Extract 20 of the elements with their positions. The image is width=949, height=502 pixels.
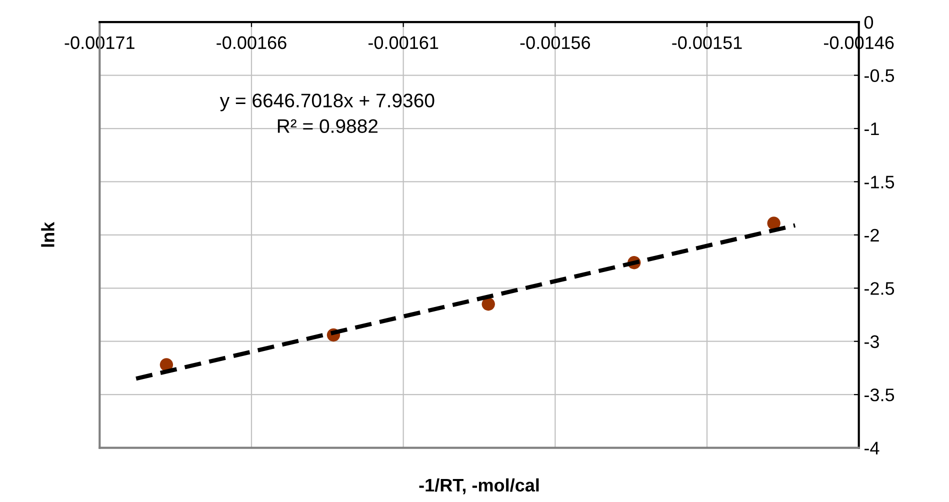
- y-tick-label: -0.5: [864, 69, 894, 82]
- x-tick-label: -0.00151: [672, 36, 742, 50]
- y-tick-label: -4: [864, 442, 880, 454]
- point: [767, 216, 780, 230]
- x-tick-label: -0.00171: [64, 36, 134, 50]
- y-tick-label: -1: [864, 122, 879, 136]
- annotation: R² = 0.9882: [278, 119, 378, 133]
- y-tick-label: -3: [864, 335, 879, 348]
- y-tick-label: 0: [864, 16, 874, 29]
- y-tick-label: -2: [864, 228, 879, 242]
- annotation: y = 6646.7018x + 7.9360: [220, 94, 434, 112]
- y-axis-title: lnk: [41, 222, 54, 247]
- y-tick-label: -2.5: [864, 282, 894, 295]
- point: [482, 298, 495, 311]
- x-tick-label: -0.00166: [216, 36, 286, 50]
- y-tick-label: -3.5: [864, 388, 894, 402]
- x-axis-title: -1/RT, -mol/cal: [419, 478, 539, 494]
- x-tick-label: -0.00161: [368, 36, 438, 50]
- x-tick-label: -0.00156: [520, 36, 590, 50]
- y-tick-label: -1.5: [864, 176, 894, 188]
